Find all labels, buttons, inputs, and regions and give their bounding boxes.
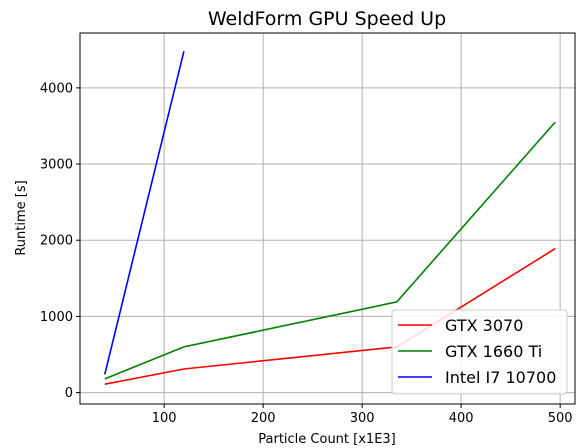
y-tick-label: 1000 — [40, 310, 73, 325]
legend-label: GTX 1660 Ti — [445, 342, 542, 361]
series-line-2 — [104, 51, 185, 375]
x-tick-label: 100 — [152, 411, 177, 426]
y-axis: 0 1000 2000 3000 4000 — [40, 81, 80, 401]
legend-label: Intel I7 10700 — [445, 368, 556, 387]
x-axis-label: Particle Count [x1E3] — [258, 432, 396, 447]
x-axis: 100 200 300 400 500 — [152, 404, 573, 426]
legend-label: GTX 3070 — [445, 316, 523, 335]
y-tick-label: 4000 — [40, 81, 73, 96]
plot-lines — [104, 51, 556, 385]
x-tick-label: 400 — [449, 411, 474, 426]
legend: GTX 3070 GTX 1660 Ti Intel I7 10700 — [391, 309, 568, 395]
y-tick-label: 0 — [65, 386, 73, 401]
y-tick-label: 2000 — [40, 234, 73, 249]
y-axis-label: Runtime [s] — [14, 180, 29, 255]
series-line-1 — [104, 121, 556, 380]
chart-title: WeldForm GPU Speed Up — [208, 8, 446, 30]
x-tick-label: 300 — [350, 411, 375, 426]
series-line-0 — [104, 247, 556, 385]
x-tick-label: 200 — [251, 411, 276, 426]
grid — [80, 33, 575, 404]
legend-box — [391, 309, 568, 395]
x-tick-label: 500 — [548, 411, 573, 426]
plot-frame — [79, 32, 576, 405]
y-tick-label: 3000 — [40, 158, 73, 173]
